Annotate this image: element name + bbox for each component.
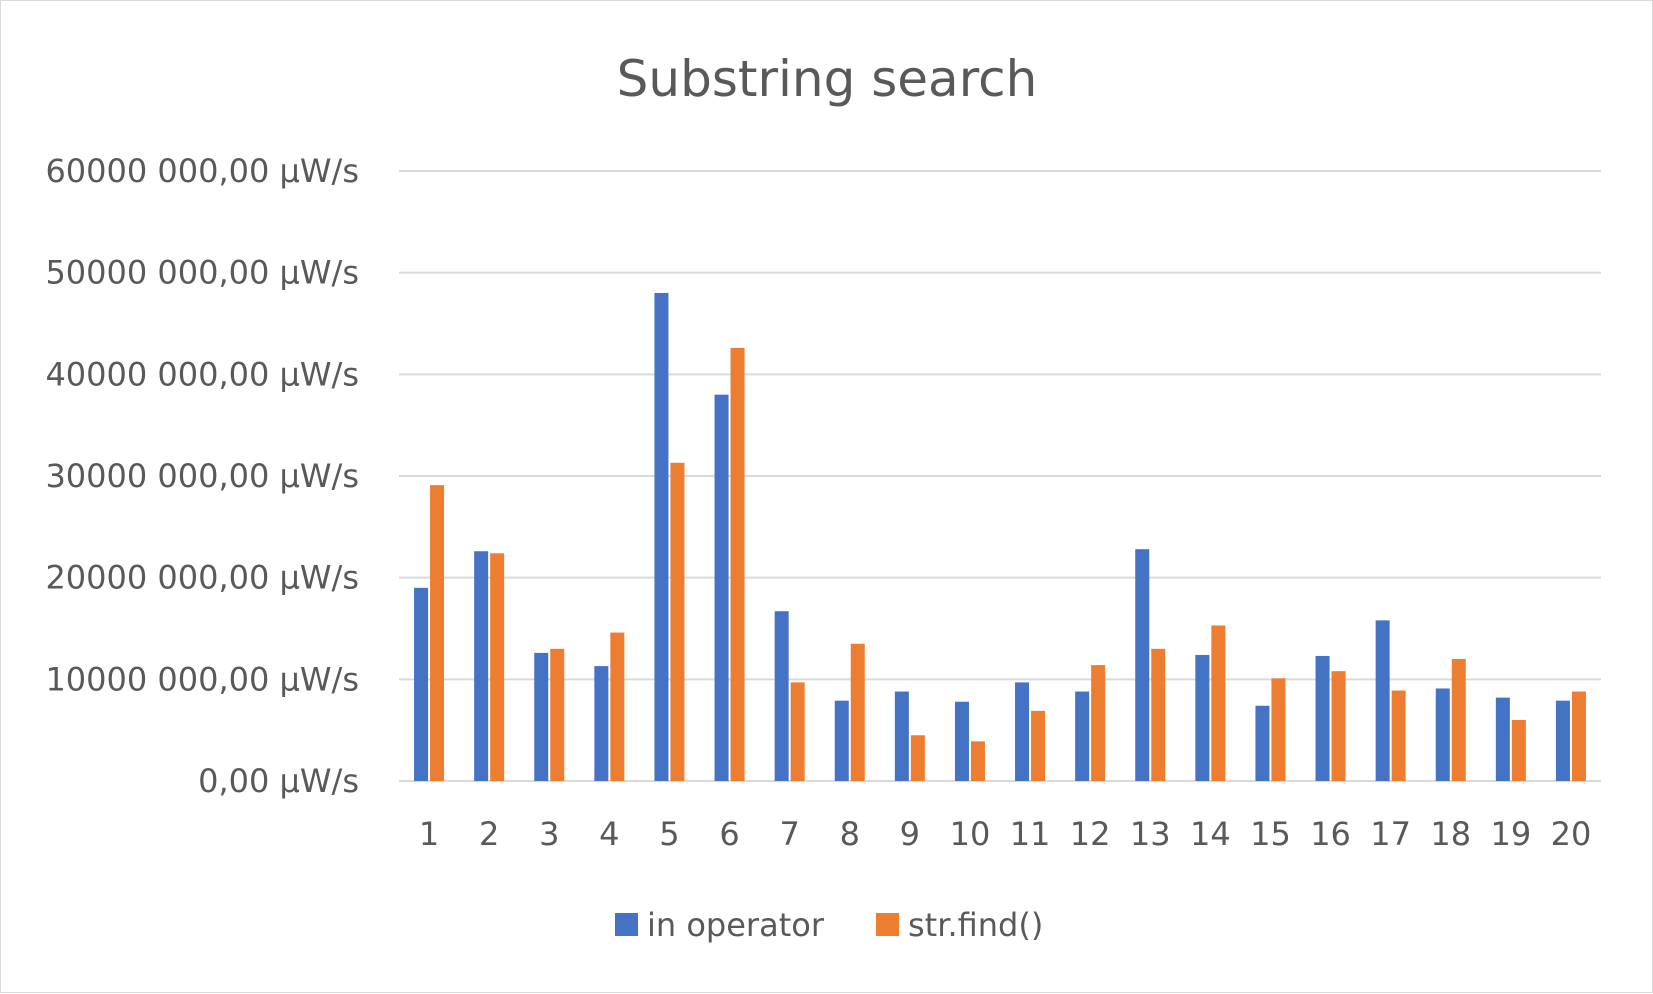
bar-in-operator-17 bbox=[1375, 620, 1390, 781]
bar-in-operator-8 bbox=[834, 700, 849, 781]
y-tick-label: 10000 000,00 µW/s bbox=[45, 660, 359, 698]
bar-str-find-17 bbox=[1391, 690, 1406, 781]
bar-str-find-7 bbox=[790, 682, 805, 781]
legend-label-in-operator: in operator bbox=[647, 906, 825, 944]
legend-label-str-find: str.find() bbox=[908, 906, 1043, 944]
y-tick-label: 40000 000,00 µW/s bbox=[45, 355, 359, 393]
bar-in-operator-11 bbox=[1015, 682, 1030, 781]
y-tick-label: 0,00 µW/s bbox=[198, 762, 359, 800]
bar-str-find-8 bbox=[850, 643, 865, 781]
legend-swatch-in-operator bbox=[615, 913, 638, 936]
x-tick-label: 12 bbox=[1070, 815, 1111, 853]
y-tick-label: 60000 000,00 µW/s bbox=[45, 152, 359, 190]
x-axis-tick-labels: 1 2 3 4 5 6 7 8 9 10 11 12 13 14 15 16 17 18 19 20 bbox=[419, 815, 1591, 853]
x-tick-label: 13 bbox=[1130, 815, 1171, 853]
bar-str-find-20 bbox=[1571, 691, 1586, 781]
x-tick-label: 3 bbox=[539, 815, 559, 853]
bar-str-find-3 bbox=[550, 648, 565, 781]
bar-str-find-16 bbox=[1331, 671, 1346, 781]
bars bbox=[414, 293, 1586, 781]
bar-in-operator-9 bbox=[894, 691, 909, 781]
bar-str-find-9 bbox=[910, 735, 925, 781]
bar-in-operator-15 bbox=[1255, 705, 1270, 781]
x-tick-label: 16 bbox=[1310, 815, 1351, 853]
y-tick-label: 30000 000,00 µW/s bbox=[45, 457, 359, 495]
y-tick-label: 20000 000,00 µW/s bbox=[45, 559, 359, 597]
bar-str-find-12 bbox=[1091, 665, 1106, 781]
bar-in-operator-10 bbox=[954, 701, 969, 781]
bar-str-find-6 bbox=[730, 347, 745, 781]
x-tick-label: 17 bbox=[1370, 815, 1411, 853]
bar-in-operator-19 bbox=[1495, 697, 1510, 781]
x-tick-label: 14 bbox=[1190, 815, 1231, 853]
bar-in-operator-1 bbox=[414, 587, 429, 781]
gridlines bbox=[399, 170, 1601, 782]
bar-str-find-18 bbox=[1451, 659, 1466, 781]
x-tick-label: 11 bbox=[1010, 815, 1051, 853]
legend-swatch-str-find bbox=[876, 913, 899, 936]
x-tick-label: 6 bbox=[719, 815, 739, 853]
bar-in-operator-2 bbox=[474, 551, 489, 781]
bar-in-operator-3 bbox=[534, 652, 549, 781]
x-tick-label: 4 bbox=[599, 815, 619, 853]
bar-str-find-15 bbox=[1271, 678, 1286, 781]
bar-str-find-10 bbox=[970, 741, 985, 781]
bar-in-operator-13 bbox=[1135, 549, 1150, 781]
y-axis-tick-labels: 0,00 µW/s 10000 000,00 µW/s 20000 000,00 µ… bbox=[45, 152, 359, 800]
bar-str-find-5 bbox=[670, 462, 685, 781]
bar-str-find-13 bbox=[1151, 648, 1166, 781]
x-tick-label: 1 bbox=[419, 815, 439, 853]
bar-in-operator-5 bbox=[654, 293, 669, 781]
bar-str-find-1 bbox=[430, 485, 445, 781]
bar-in-operator-14 bbox=[1195, 654, 1210, 781]
bar-in-operator-7 bbox=[774, 611, 789, 781]
x-tick-label: 18 bbox=[1430, 815, 1471, 853]
x-tick-label: 19 bbox=[1490, 815, 1531, 853]
x-tick-label: 10 bbox=[950, 815, 991, 853]
bar-in-operator-4 bbox=[594, 666, 609, 781]
x-tick-label: 20 bbox=[1551, 815, 1592, 853]
bar-str-find-4 bbox=[610, 632, 625, 781]
bar-str-find-19 bbox=[1511, 720, 1526, 781]
bar-in-operator-12 bbox=[1075, 691, 1090, 781]
bar-str-find-2 bbox=[490, 553, 505, 781]
bar-str-find-11 bbox=[1031, 710, 1046, 781]
bar-in-operator-16 bbox=[1315, 655, 1330, 781]
x-tick-label: 9 bbox=[900, 815, 920, 853]
chart-title: Substring search bbox=[617, 50, 1038, 108]
x-tick-label: 8 bbox=[840, 815, 860, 853]
bar-in-operator-6 bbox=[714, 394, 729, 781]
bar-in-operator-20 bbox=[1555, 700, 1570, 781]
x-tick-label: 5 bbox=[659, 815, 679, 853]
x-tick-label: 2 bbox=[479, 815, 499, 853]
x-tick-label: 7 bbox=[779, 815, 799, 853]
bar-str-find-14 bbox=[1211, 625, 1226, 781]
bar-in-operator-18 bbox=[1435, 688, 1450, 781]
y-tick-label: 50000 000,00 µW/s bbox=[45, 254, 359, 292]
legend: in operator str.find() bbox=[615, 906, 1043, 944]
x-tick-label: 15 bbox=[1250, 815, 1291, 853]
